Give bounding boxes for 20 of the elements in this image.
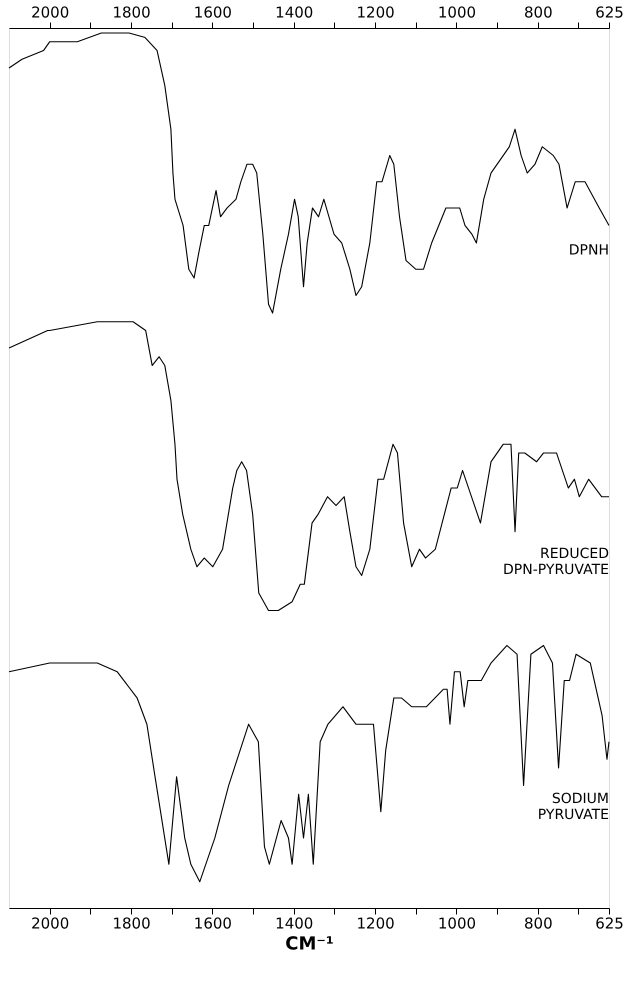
x2-tick-label: 625 [595, 4, 624, 22]
series-label: DPNH [568, 242, 609, 258]
x2-tick-label: 800 [524, 4, 553, 22]
x2-tick-label: 1600 [194, 4, 232, 22]
x-tick-label: 1400 [275, 914, 314, 932]
x-axis-title: CM⁻¹ [285, 934, 334, 954]
x2-tick-label: 2000 [31, 4, 70, 22]
x-tick-label: 1000 [438, 914, 476, 932]
x2-tick-label: 1200 [356, 4, 395, 22]
x2-tick-label: 1400 [275, 4, 314, 22]
series-label: REDUCED DPN-PYRUVATE [503, 546, 609, 578]
x2-tick-label: 1000 [438, 4, 476, 22]
x-tick-label: 625 [595, 914, 624, 932]
series-label: SODIUM PYRUVATE [538, 790, 609, 823]
x-tick-label: 1800 [112, 914, 151, 932]
x-tick-label: 2000 [31, 914, 70, 932]
x2-tick-label: 1800 [112, 4, 151, 22]
x-tick-label: 1200 [356, 914, 395, 932]
x-tick-label: 800 [524, 914, 553, 932]
x-tick-label: 1600 [194, 914, 232, 932]
